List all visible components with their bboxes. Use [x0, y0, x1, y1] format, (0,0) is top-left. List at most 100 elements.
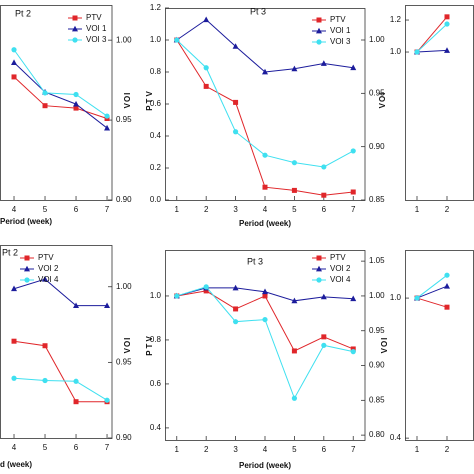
marker: [42, 90, 48, 96]
series-line: [176, 286, 354, 400]
y-tick-label: 1.0: [150, 291, 162, 300]
marker: [24, 265, 30, 272]
legend-label: VOI 3: [86, 35, 107, 44]
marker: [11, 285, 18, 292]
y2-tick-label: 1.00: [116, 35, 132, 44]
y2-tick-label: 0.95: [369, 326, 385, 335]
series-line: [13, 377, 108, 401]
y2-tick-label: 0.85: [369, 395, 385, 404]
panel-title: Pt 3: [247, 256, 263, 266]
marker: [291, 348, 297, 354]
marker: [24, 255, 30, 261]
y-tick-label: 0.2: [150, 163, 162, 172]
x-tick-label: 5: [292, 445, 297, 454]
legend-label: VOI 2: [38, 264, 59, 273]
marker: [174, 293, 180, 299]
y-tick-label: 0.0: [150, 195, 162, 204]
y-tick-label: 0.8: [150, 67, 162, 76]
x-axis-label: Period (week): [239, 461, 291, 470]
marker: [233, 99, 239, 105]
series-line: [416, 49, 448, 53]
x-tick-label: 2: [204, 205, 209, 214]
y2-tick-label: 1.00: [116, 282, 132, 291]
marker: [73, 399, 79, 405]
x-tick-label: 7: [351, 205, 356, 214]
x-tick-label: 6: [322, 205, 327, 214]
marker: [262, 184, 268, 190]
x-tick-label: 6: [74, 443, 79, 452]
y-tick-label: 1.2: [150, 3, 162, 12]
plot-frame: [405, 5, 474, 201]
marker: [444, 21, 450, 27]
legend-label: PTV: [38, 253, 54, 262]
x-axis-label: Period (week): [0, 217, 52, 226]
marker: [24, 277, 30, 283]
marker: [316, 27, 322, 34]
y-tick-label: 0.6: [150, 99, 162, 108]
marker: [291, 297, 298, 304]
y2-tick-label: 0.95: [116, 115, 132, 124]
marker: [414, 49, 420, 55]
series-line: [176, 19, 354, 73]
x-tick-label: 7: [105, 205, 110, 214]
marker: [350, 349, 356, 355]
x-tick-label: 5: [43, 205, 48, 214]
plot-frame: [0, 245, 113, 439]
marker: [73, 378, 79, 384]
x-tick-label: 1: [175, 205, 180, 214]
marker: [444, 304, 450, 310]
panel-title: Pt 2: [15, 8, 31, 18]
marker: [232, 319, 239, 325]
y2-axis-label: VOI: [123, 337, 132, 354]
panel-title: Pt 3: [250, 6, 266, 16]
marker: [104, 397, 110, 403]
marker: [350, 189, 356, 195]
y2-tick-label: 1.00: [369, 291, 385, 300]
y2-tick-label: 1.00: [369, 35, 385, 44]
marker: [291, 65, 298, 72]
x-tick-label: 6: [322, 445, 327, 454]
plot-frame: [165, 250, 366, 441]
marker: [350, 295, 357, 302]
y2-tick-label: 0.90: [369, 142, 385, 151]
y-axis-label: PTV: [145, 89, 154, 111]
marker: [262, 316, 268, 323]
legend-label: VOI 4: [38, 275, 59, 284]
marker: [316, 265, 322, 272]
series-line: [13, 62, 108, 129]
y2-axis-label: VOI: [378, 92, 387, 109]
marker: [316, 39, 322, 45]
plot-frame: [0, 5, 113, 201]
x-tick-label: 2: [445, 205, 450, 214]
y2-tick-label: 0.95: [116, 357, 132, 366]
y2-tick-label: 0.90: [116, 195, 132, 204]
marker: [104, 124, 111, 131]
x-tick-label: 5: [43, 443, 48, 452]
marker: [42, 275, 49, 282]
marker: [72, 15, 78, 21]
y-tick-label: 1.0: [390, 47, 402, 56]
marker: [350, 346, 356, 352]
marker: [233, 306, 239, 312]
y-tick-label: 1.0: [390, 293, 402, 302]
y-tick-label: 0.6: [150, 379, 162, 388]
y-axis-label: PTV: [145, 334, 154, 356]
x-tick-label: 1: [175, 445, 180, 454]
marker: [42, 377, 48, 384]
x-tick-label: 4: [263, 445, 268, 454]
x-tick-label: 1: [415, 205, 420, 214]
marker: [203, 16, 210, 23]
legend-label: VOI 1: [86, 24, 107, 33]
series-line: [13, 340, 108, 403]
x-tick-label: 3: [233, 445, 238, 454]
marker: [11, 47, 17, 53]
marker: [72, 37, 78, 43]
marker: [262, 68, 268, 75]
marker: [11, 375, 17, 381]
x-tick-label: 2: [204, 445, 209, 454]
legend-label: PTV: [330, 15, 346, 24]
marker: [174, 37, 180, 43]
x-tick-label: 4: [12, 205, 17, 214]
x-axis-label: d (week): [0, 460, 32, 469]
